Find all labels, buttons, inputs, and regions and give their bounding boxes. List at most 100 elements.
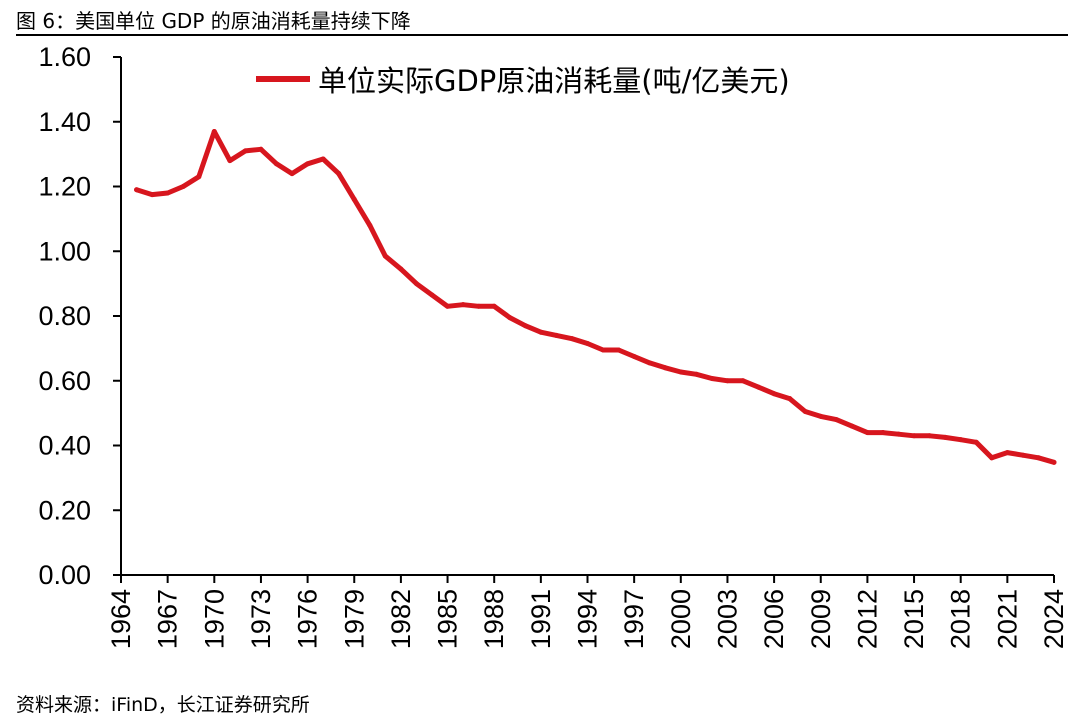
data-point bbox=[320, 156, 326, 162]
y-tick-label: 0.80 bbox=[38, 301, 91, 331]
x-tick-label: 1988 bbox=[479, 589, 509, 649]
data-point bbox=[616, 347, 622, 353]
source-note: 资料来源：iFinD，长江证券研究所 bbox=[16, 694, 310, 716]
data-point bbox=[647, 360, 653, 366]
x-tick-label: 1979 bbox=[339, 589, 369, 649]
data-point bbox=[351, 196, 357, 202]
data-point bbox=[227, 158, 233, 164]
data-point bbox=[149, 192, 155, 198]
data-point bbox=[196, 174, 202, 180]
data-point bbox=[927, 433, 933, 439]
data-point bbox=[849, 423, 855, 429]
x-tick-label: 1967 bbox=[153, 589, 183, 649]
data-point bbox=[429, 292, 435, 298]
data-point bbox=[896, 431, 901, 437]
data-point bbox=[709, 375, 715, 381]
y-tick-label: 0.40 bbox=[38, 431, 91, 461]
data-point bbox=[818, 413, 824, 419]
y-tick-label: 1.00 bbox=[38, 236, 91, 266]
y-tick-label: 1.60 bbox=[38, 42, 91, 72]
legend-label: 单位实际GDP原油消耗量(吨/亿美元) bbox=[318, 64, 790, 98]
data-point bbox=[1035, 455, 1041, 461]
x-tick-label: 2021 bbox=[992, 589, 1022, 649]
data-point bbox=[740, 378, 746, 384]
data-point bbox=[973, 439, 979, 445]
series-line bbox=[134, 129, 1057, 465]
data-point bbox=[958, 437, 964, 443]
data-point bbox=[942, 434, 948, 440]
data-point bbox=[1020, 452, 1026, 458]
x-tick-label: 2018 bbox=[946, 589, 976, 649]
x-tick-label: 2003 bbox=[712, 589, 742, 649]
y-tick-label: 1.40 bbox=[38, 107, 91, 137]
data-point bbox=[989, 455, 995, 461]
data-point bbox=[880, 430, 886, 436]
data-point bbox=[274, 161, 279, 167]
x-tick-label: 1970 bbox=[199, 589, 229, 649]
data-point bbox=[756, 384, 762, 390]
data-point bbox=[631, 353, 637, 359]
data-point bbox=[911, 433, 917, 439]
x-tick-label: 1964 bbox=[106, 589, 136, 649]
data-point bbox=[460, 302, 466, 308]
x-tick-label: 1997 bbox=[619, 589, 649, 649]
data-point bbox=[802, 409, 808, 415]
data-point bbox=[336, 171, 342, 177]
data-point bbox=[864, 430, 870, 436]
y-tick-label: 0.20 bbox=[38, 495, 91, 525]
legend: 单位实际GDP原油消耗量(吨/亿美元) bbox=[256, 64, 790, 98]
x-tick-label: 1982 bbox=[386, 589, 416, 649]
x-tick-label: 1994 bbox=[573, 589, 603, 649]
data-point bbox=[693, 371, 699, 377]
x-tick-label: 2009 bbox=[806, 589, 836, 649]
data-point bbox=[382, 253, 388, 259]
x-tick-label: 1991 bbox=[526, 589, 556, 649]
x-tick-label: 2024 bbox=[1039, 589, 1069, 649]
data-point bbox=[553, 332, 559, 338]
y-tick-label: 1.20 bbox=[38, 172, 91, 202]
x-tick-label: 2012 bbox=[852, 589, 882, 649]
data-point bbox=[787, 396, 793, 402]
x-tick-label: 2006 bbox=[759, 589, 789, 649]
data-point bbox=[367, 222, 373, 228]
data-point bbox=[522, 323, 528, 329]
data-point bbox=[1004, 450, 1010, 456]
data-point bbox=[585, 341, 590, 347]
data-point bbox=[305, 161, 311, 167]
data-point bbox=[398, 266, 404, 272]
data-point bbox=[491, 303, 497, 309]
x-tick-label: 1976 bbox=[293, 589, 323, 649]
figure-title: 图 6：美国单位 GDP 的原油消耗量持续下降 bbox=[16, 9, 411, 33]
data-point bbox=[180, 184, 186, 189]
data-point bbox=[476, 303, 482, 309]
line-chart: 0.00 0.20 0.40 0.60 0.80 1.00 1.20 1.40 1.60 196… bbox=[38, 42, 1069, 649]
data-point bbox=[538, 329, 544, 335]
data-point bbox=[413, 281, 419, 287]
data-point bbox=[833, 417, 839, 423]
data-point bbox=[445, 303, 451, 309]
data-point bbox=[507, 315, 513, 321]
series-group bbox=[134, 128, 1057, 465]
data-point bbox=[134, 187, 140, 193]
y-tick-label: 0.00 bbox=[38, 560, 91, 590]
x-axis: 1964 1967 1970 1973 1976 1979 1982 1985 1988 1991… bbox=[106, 574, 1069, 649]
y-tick-label: 0.60 bbox=[38, 366, 91, 396]
data-point bbox=[258, 146, 264, 152]
data-point bbox=[600, 347, 606, 353]
x-tick-label: 1973 bbox=[246, 589, 276, 649]
x-tick-label: 2000 bbox=[666, 589, 696, 649]
x-tick-label: 1985 bbox=[433, 589, 463, 649]
title-divider bbox=[16, 34, 1068, 36]
data-point bbox=[662, 365, 668, 371]
data-point bbox=[771, 391, 777, 397]
data-point bbox=[289, 171, 295, 177]
data-point bbox=[165, 190, 171, 196]
x-tick-label: 2015 bbox=[899, 589, 929, 649]
data-point bbox=[678, 369, 684, 375]
data-point bbox=[242, 148, 248, 154]
data-point bbox=[569, 336, 575, 342]
y-axis: 0.00 0.20 0.40 0.60 0.80 1.00 1.20 1.40 1.60 bbox=[38, 42, 122, 590]
data-point bbox=[211, 128, 217, 134]
data-point bbox=[1051, 459, 1057, 465]
data-point bbox=[724, 378, 730, 384]
